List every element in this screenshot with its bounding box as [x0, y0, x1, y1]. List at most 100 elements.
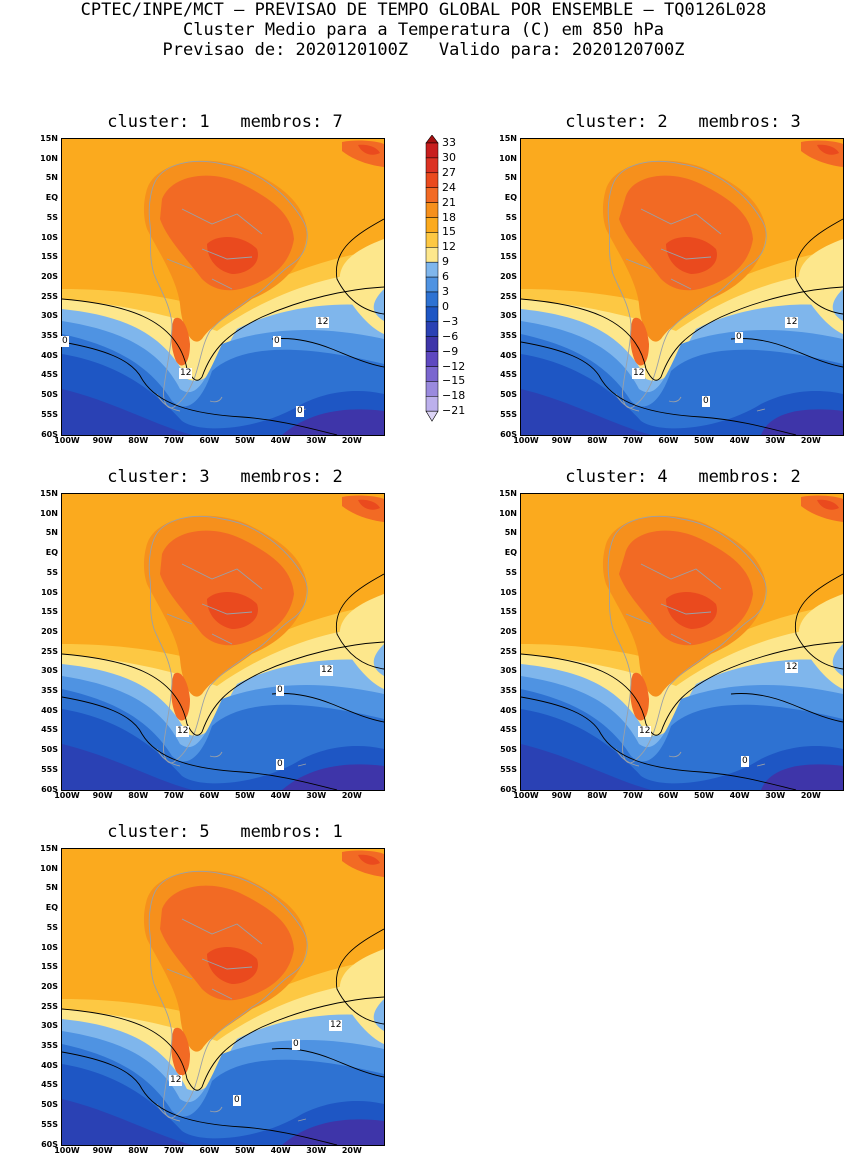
contour-lines: [521, 218, 843, 435]
longitude-tick-label: 70W: [163, 791, 184, 800]
latitude-tick-label: 5S: [46, 567, 58, 577]
temperature-map: [62, 849, 384, 1145]
longitude-tick-label: 20W: [800, 791, 821, 800]
longitude-tick-label: 20W: [341, 436, 362, 445]
colorbar-box: [425, 351, 439, 367]
colorbar-box: [425, 366, 439, 382]
longitude-tick-label: 50W: [235, 436, 255, 445]
latitude-tick-label: EQ: [504, 548, 517, 558]
longitude-tick-label: 20W: [341, 791, 362, 800]
panel-title: cluster: 4 membros: 2: [565, 467, 801, 487]
cluster-map-panel: [61, 848, 385, 1146]
longitude-tick-label: 60W: [658, 791, 679, 800]
colorbar-box: [425, 381, 439, 397]
panel-title: cluster: 1 membros: 7: [107, 112, 343, 132]
latitude-tick-label: 50S: [500, 390, 517, 400]
longitude-tick-label: 60W: [658, 436, 679, 445]
colorbar-box: [425, 172, 439, 188]
longitude-tick-label: 20W: [341, 1146, 362, 1155]
temperature-map: [62, 139, 384, 435]
latitude-tick-label: 40S: [500, 705, 517, 715]
latitude-tick-label: 40S: [500, 350, 517, 360]
latitude-tick-label: 15N: [40, 844, 58, 853]
latitude-tick-label: 10N: [40, 508, 58, 518]
latitude-tick-label: 50S: [41, 1100, 58, 1110]
contour-label: 0: [273, 336, 281, 347]
latitude-tick-label: 40S: [41, 350, 58, 360]
contour-label: 12: [169, 1075, 183, 1086]
latitude-tick-label: 30S: [41, 666, 58, 676]
panel-title: cluster: 2 membros: 3: [565, 112, 801, 132]
contour-label: 12: [320, 665, 334, 676]
latitude-tick-label: 25S: [41, 646, 58, 656]
longitude-tick-label: 20W: [800, 436, 821, 445]
colorbar-box: [425, 336, 439, 352]
colorbar-label: −6: [442, 329, 459, 343]
longitude-tick-label: 100W: [513, 436, 539, 445]
latitude-tick-label: 5N: [504, 173, 517, 183]
temperature-map: [521, 139, 843, 435]
latitude-tick-label: 15S: [41, 252, 58, 262]
contour-label: 0: [296, 406, 304, 417]
latitude-tick-label: 15N: [40, 489, 58, 498]
colorbar-label: 12: [442, 240, 456, 254]
latitude-tick-label: 55S: [41, 1119, 58, 1129]
longitude-tick-label: 100W: [54, 1146, 80, 1155]
header-line-2: Cluster Medio para a Temperatura (C) em …: [182, 20, 665, 40]
longitude-tick-label: 70W: [163, 1146, 184, 1155]
colorbar-label: 9: [442, 255, 449, 269]
colorbar-box: [425, 247, 439, 263]
latitude-tick-label: 60S: [500, 429, 517, 439]
colorbar-label: −15: [442, 374, 466, 388]
longitude-tick-label: 50W: [235, 1146, 255, 1155]
panel-title: cluster: 5 membros: 1: [107, 822, 343, 842]
coastlines: [148, 516, 308, 767]
longitude-tick-label: 90W: [92, 791, 113, 800]
latitude-tick-label: 5N: [45, 173, 58, 183]
latitude-tick-label: 10S: [500, 587, 517, 597]
latitude-tick-label: 5N: [45, 883, 58, 893]
longitude-tick-label: 100W: [54, 436, 80, 445]
latitude-tick-label: 30S: [41, 311, 58, 321]
latitude-tick-label: 50S: [41, 745, 58, 755]
latitude-tick-label: 60S: [41, 784, 58, 794]
latitude-tick-label: 20S: [41, 271, 58, 281]
latitude-tick-label: 40S: [41, 705, 58, 715]
longitude-tick-label: 40W: [270, 791, 291, 800]
south-america-warm-core: [143, 495, 384, 721]
colorbar-boxes: [425, 134, 439, 422]
contour-label: 12: [179, 368, 193, 379]
latitude-tick-label: 20S: [500, 626, 517, 636]
colorbar-box: [425, 202, 439, 218]
latitude-tick-label: 35S: [41, 331, 58, 340]
latitude-tick-label: 45S: [500, 725, 517, 735]
header-line-3: Previsao de: 2020120100Z Valido para: 20…: [162, 40, 685, 60]
colorbar-box: [425, 276, 439, 293]
south-america-warm-core: [602, 140, 843, 366]
contour-label: 0: [702, 396, 710, 407]
colorbar-label: −9: [442, 344, 459, 358]
latitude-tick-label: EQ: [45, 548, 58, 558]
south-america-warm-core: [602, 495, 843, 721]
latitude-tick-label: 60S: [41, 429, 58, 439]
latitude-tick-label: 10N: [499, 153, 517, 163]
colorbar-box: [425, 261, 439, 278]
latitude-tick-label: 45S: [41, 725, 58, 735]
colorbar-label: −21: [442, 404, 466, 418]
latitude-tick-label: 55S: [500, 764, 517, 774]
latitude-tick-label: 55S: [41, 764, 58, 774]
colorbar-box: [425, 157, 439, 174]
longitude-tick-label: 40W: [729, 436, 750, 445]
latitude-tick-label: 5S: [46, 922, 58, 932]
colorbar-label: 0: [442, 299, 449, 313]
latitude-tick-label: 20S: [500, 271, 517, 281]
colorbar-label: 33: [442, 136, 456, 149]
colorbar-box: [425, 321, 439, 337]
contour-label: 12: [785, 317, 799, 328]
contour-label: 12: [638, 726, 652, 737]
temperature-map: [62, 494, 384, 790]
temperature-field: [521, 139, 843, 435]
longitude-tick-label: 60W: [199, 436, 220, 445]
colorbar-label: 15: [442, 225, 456, 239]
latitude-tick-label: 5S: [505, 567, 517, 577]
